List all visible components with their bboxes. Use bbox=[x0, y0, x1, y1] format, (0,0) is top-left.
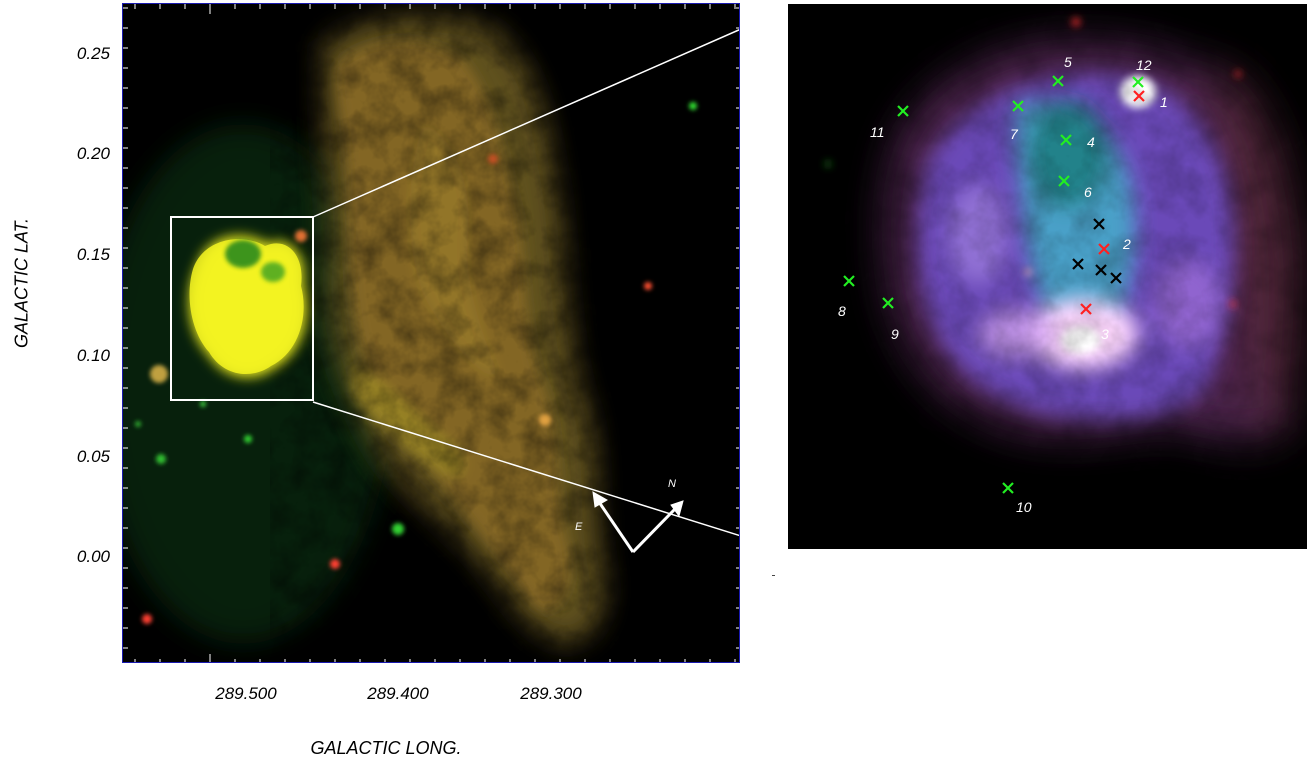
compass-arrows bbox=[592, 491, 684, 554]
marker-label: 7 bbox=[1010, 126, 1018, 142]
marker-label: 4 bbox=[1087, 134, 1095, 150]
marker-cross bbox=[1002, 482, 1014, 494]
connector-line-top bbox=[312, 29, 739, 218]
marker-label: 9 bbox=[891, 326, 899, 342]
left-nebula-image bbox=[123, 4, 739, 662]
marker-cross bbox=[843, 275, 855, 287]
marker-cross bbox=[1058, 175, 1070, 187]
marker-label: 12 bbox=[1136, 57, 1152, 73]
right-nebula-image bbox=[788, 4, 1307, 549]
left-image-panel: E N bbox=[122, 3, 740, 663]
marker-label: 10 bbox=[1016, 499, 1032, 515]
y-tick-label: 0.05 bbox=[76, 447, 110, 466]
marker-label: 11 bbox=[870, 124, 885, 140]
y-tick-label: 0.20 bbox=[76, 144, 110, 163]
y-axis-title: GALACTIC LAT. bbox=[11, 217, 32, 349]
marker-cross bbox=[1080, 303, 1092, 315]
marker-cross bbox=[1132, 76, 1144, 88]
marker-cross bbox=[897, 105, 909, 117]
unlabeled-marker-cross bbox=[1072, 258, 1084, 270]
unlabeled-marker-cross bbox=[1095, 264, 1107, 276]
x-axis-title: GALACTIC LONG. bbox=[310, 738, 462, 758]
x-tick-label: 289.300 bbox=[520, 684, 582, 703]
marker-cross bbox=[1060, 134, 1072, 146]
compass-north-label: N bbox=[668, 478, 676, 490]
marker-label: 8 bbox=[838, 303, 846, 319]
marker-cross bbox=[1133, 90, 1145, 102]
stray-dot bbox=[772, 575, 775, 576]
marker-cross bbox=[1052, 75, 1064, 87]
unlabeled-marker-cross bbox=[1093, 218, 1105, 230]
y-tick-label: 0.10 bbox=[76, 346, 110, 365]
marker-label: 1 bbox=[1160, 94, 1168, 110]
unlabeled-marker-cross bbox=[1110, 272, 1122, 284]
y-tick-label: 0.15 bbox=[76, 245, 110, 264]
marker-cross bbox=[1012, 100, 1024, 112]
x-tick-label: 289.400 bbox=[367, 684, 429, 703]
x-tick-label: 289.500 bbox=[215, 684, 277, 703]
marker-cross bbox=[1098, 243, 1110, 255]
compass-east-label: E bbox=[575, 521, 583, 533]
y-tick-label: 0.25 bbox=[76, 44, 110, 63]
marker-label: 2 bbox=[1123, 236, 1131, 252]
marker-label: 6 bbox=[1084, 184, 1092, 200]
right-zoom-panel: 1 2 3 4 5 6 7 8 9 10 11 12 bbox=[788, 4, 1307, 549]
zoom-box bbox=[170, 216, 314, 401]
marker-cross bbox=[882, 297, 894, 309]
y-tick-label: 0.00 bbox=[76, 547, 110, 566]
marker-label: 3 bbox=[1101, 326, 1109, 342]
marker-label: 5 bbox=[1064, 54, 1072, 70]
